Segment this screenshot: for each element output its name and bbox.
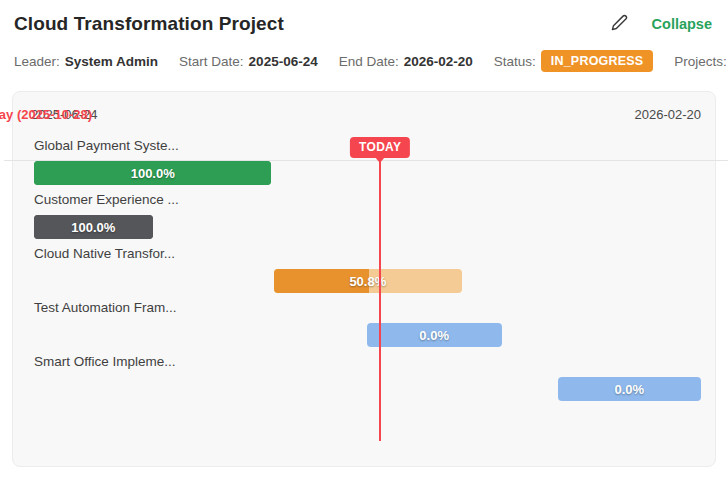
page-header: Cloud Transformation Project Collapse (0, 0, 728, 36)
meta-leader: Leader: System Admin (14, 54, 158, 69)
progress-percent-label: 0.0% (558, 377, 701, 401)
meta-projects: Projects: 5 (674, 54, 728, 69)
timeline-header: 2025-06-24 Today (2025-10-28) 2026-02-20 (34, 107, 701, 123)
progress-percent-label: 50.8% (274, 269, 461, 293)
project-row-label: Test Automation Fram... (34, 300, 177, 315)
status-badge: IN_PROGRESS (541, 50, 654, 72)
timeline-today-label: Today (2025-10-28) (0, 107, 92, 122)
project-row-label: Cloud Native Transfor... (34, 246, 175, 261)
meta-start-date: Start Date: 2025-06-24 (179, 54, 318, 69)
today-badge: TODAY (350, 137, 410, 158)
project-progress-bar[interactable]: 100.0% (34, 215, 153, 239)
project-progress-bar[interactable]: 50.8% (274, 269, 461, 293)
project-row-label: Global Payment Syste... (34, 138, 179, 153)
project-row-label: Customer Experience ... (34, 192, 179, 207)
start-date-value: 2025-06-24 (249, 54, 318, 69)
project-row-label: Smart Office Impleme... (34, 354, 176, 369)
timeline-end-date: 2026-02-20 (635, 107, 702, 122)
projects-label: Projects: (674, 54, 727, 69)
header-actions: Collapse (609, 12, 712, 36)
project-progress-bar[interactable]: 0.0% (558, 377, 701, 401)
leader-label: Leader: (14, 54, 60, 69)
start-date-label: Start Date: (179, 54, 244, 69)
progress-percent-label: 0.0% (367, 323, 502, 347)
status-label: Status: (494, 54, 536, 69)
page-title: Cloud Transformation Project (14, 13, 284, 35)
project-meta: Leader: System Admin Start Date: 2025-06… (0, 36, 728, 72)
today-line (379, 158, 381, 441)
end-date-label: End Date: (339, 54, 399, 69)
gantt-chart: 2025-06-24 Today (2025-10-28) 2026-02-20… (34, 92, 701, 466)
collapse-link[interactable]: Collapse (652, 16, 712, 32)
progress-percent-label: 100.0% (34, 161, 271, 185)
pencil-icon (611, 14, 628, 34)
meta-status: Status: IN_PROGRESS (494, 50, 654, 72)
meta-end-date: End Date: 2026-02-20 (339, 54, 473, 69)
end-date-value: 2026-02-20 (404, 54, 473, 69)
project-progress-bar[interactable]: 100.0% (34, 161, 271, 185)
gantt-panel: 2025-06-24 Today (2025-10-28) 2026-02-20… (12, 91, 716, 467)
progress-percent-label: 100.0% (34, 215, 153, 239)
edit-button[interactable] (609, 12, 630, 36)
project-progress-bar[interactable]: 0.0% (367, 323, 502, 347)
leader-value: System Admin (65, 54, 158, 69)
